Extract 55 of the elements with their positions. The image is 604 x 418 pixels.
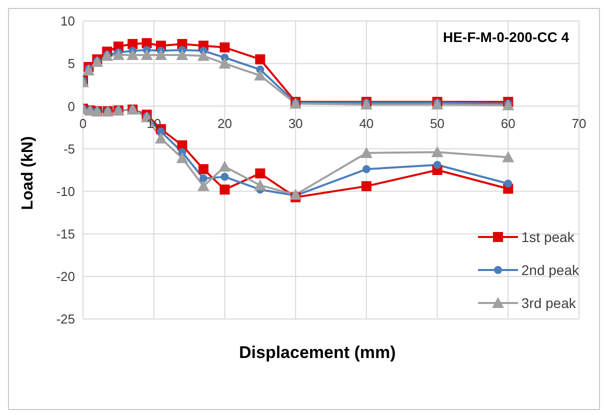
point	[176, 152, 188, 164]
x-tick-label: 50	[430, 116, 445, 132]
point	[431, 98, 444, 110]
y-tick-label: 5	[68, 56, 75, 72]
y-axis-title: Load (kN)	[20, 136, 37, 210]
point	[254, 179, 266, 190]
point	[504, 180, 512, 188]
point	[502, 151, 514, 162]
point	[254, 69, 266, 80]
x-axis-title: Displacement (mm)	[239, 343, 396, 363]
point	[361, 181, 372, 192]
point	[199, 174, 208, 183]
point	[431, 146, 444, 158]
point	[126, 49, 139, 60]
point	[502, 99, 514, 110]
x-tick-label: 20	[217, 116, 232, 132]
point	[154, 132, 167, 144]
y-tick-label: -20	[56, 269, 75, 284]
point	[198, 164, 208, 174]
legend-label: 1st peak	[521, 228, 574, 244]
x-tick-label: 10	[146, 116, 162, 132]
y-tick-label: -10	[56, 184, 75, 199]
y-tick-label: -15	[56, 226, 75, 242]
legend-label: 2nd peak	[521, 262, 579, 278]
point	[255, 54, 266, 64]
point	[433, 160, 442, 169]
point	[197, 180, 210, 192]
point	[218, 160, 231, 172]
point	[220, 42, 230, 52]
x-tick-label: 60	[500, 116, 516, 132]
y-tick-label: 10	[60, 14, 75, 29]
text: HE-F-M-0-200-CC 4	[442, 29, 569, 45]
point	[197, 50, 210, 61]
y-tick-label: 0	[68, 98, 75, 114]
x-tick-label: 70	[572, 116, 586, 132]
point	[112, 49, 124, 60]
y-tick-label: -25	[56, 312, 75, 327]
point	[220, 172, 229, 181]
point	[360, 146, 372, 158]
point	[154, 49, 167, 60]
y-tick-label: -5	[63, 141, 75, 156]
x-tick-label: 40	[359, 116, 374, 132]
legend-label: 3rd peak	[521, 294, 576, 310]
x-tick-label: 30	[288, 116, 303, 132]
point	[360, 98, 372, 110]
point	[362, 165, 370, 174]
x-tick-label: 0	[79, 116, 87, 132]
point	[140, 49, 153, 60]
point	[220, 184, 230, 195]
point	[83, 64, 95, 76]
point	[218, 58, 231, 69]
point	[255, 168, 266, 178]
point	[290, 188, 302, 200]
point	[176, 49, 188, 60]
point	[142, 38, 152, 48]
